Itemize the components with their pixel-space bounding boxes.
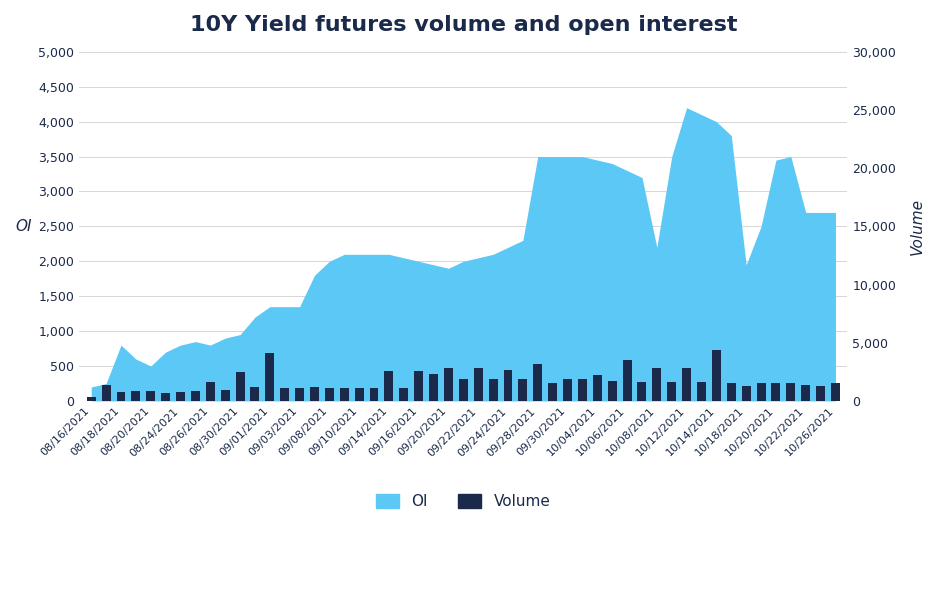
Bar	[459, 379, 468, 401]
Bar	[772, 383, 780, 401]
Bar	[339, 388, 349, 401]
Bar	[221, 390, 229, 401]
Bar	[429, 374, 438, 401]
Bar	[400, 388, 408, 401]
Bar	[444, 368, 453, 401]
Bar	[280, 388, 290, 401]
Bar	[712, 350, 721, 401]
Bar	[295, 388, 304, 401]
Bar	[652, 368, 662, 401]
Bar	[86, 397, 96, 401]
Bar	[474, 368, 483, 401]
Bar	[533, 364, 542, 401]
Bar	[250, 387, 259, 401]
Bar	[667, 382, 676, 401]
Bar	[191, 391, 200, 401]
Bar	[236, 372, 244, 401]
Bar	[102, 385, 111, 401]
Title: 10Y Yield futures volume and open interest: 10Y Yield futures volume and open intere…	[190, 15, 737, 35]
Bar	[608, 380, 617, 401]
Bar	[727, 383, 736, 401]
Bar	[578, 379, 587, 401]
Bar	[682, 368, 691, 401]
Bar	[369, 388, 379, 401]
Bar	[801, 385, 810, 401]
Bar	[415, 371, 423, 401]
Bar	[176, 392, 185, 401]
Bar	[757, 383, 765, 401]
Bar	[117, 392, 125, 401]
Bar	[787, 383, 795, 401]
Bar	[548, 383, 557, 401]
Bar	[354, 388, 364, 401]
Bar	[147, 391, 155, 401]
Bar	[697, 382, 706, 401]
Bar	[563, 379, 572, 401]
Bar	[384, 371, 393, 401]
Bar	[637, 382, 647, 401]
Bar	[310, 387, 319, 401]
Bar	[742, 386, 751, 401]
Bar	[519, 379, 527, 401]
Bar	[504, 370, 512, 401]
Bar	[161, 393, 170, 401]
Bar	[622, 360, 632, 401]
Y-axis label: OI: OI	[15, 219, 32, 234]
Bar	[593, 375, 602, 401]
Bar	[325, 388, 334, 401]
Bar	[265, 353, 274, 401]
Bar	[132, 391, 140, 401]
Bar	[489, 379, 497, 401]
Bar	[831, 383, 840, 401]
Bar	[206, 382, 214, 401]
Y-axis label: Volume: Volume	[910, 198, 925, 255]
Bar	[816, 386, 825, 401]
Legend: OI, Volume: OI, Volume	[370, 488, 556, 515]
